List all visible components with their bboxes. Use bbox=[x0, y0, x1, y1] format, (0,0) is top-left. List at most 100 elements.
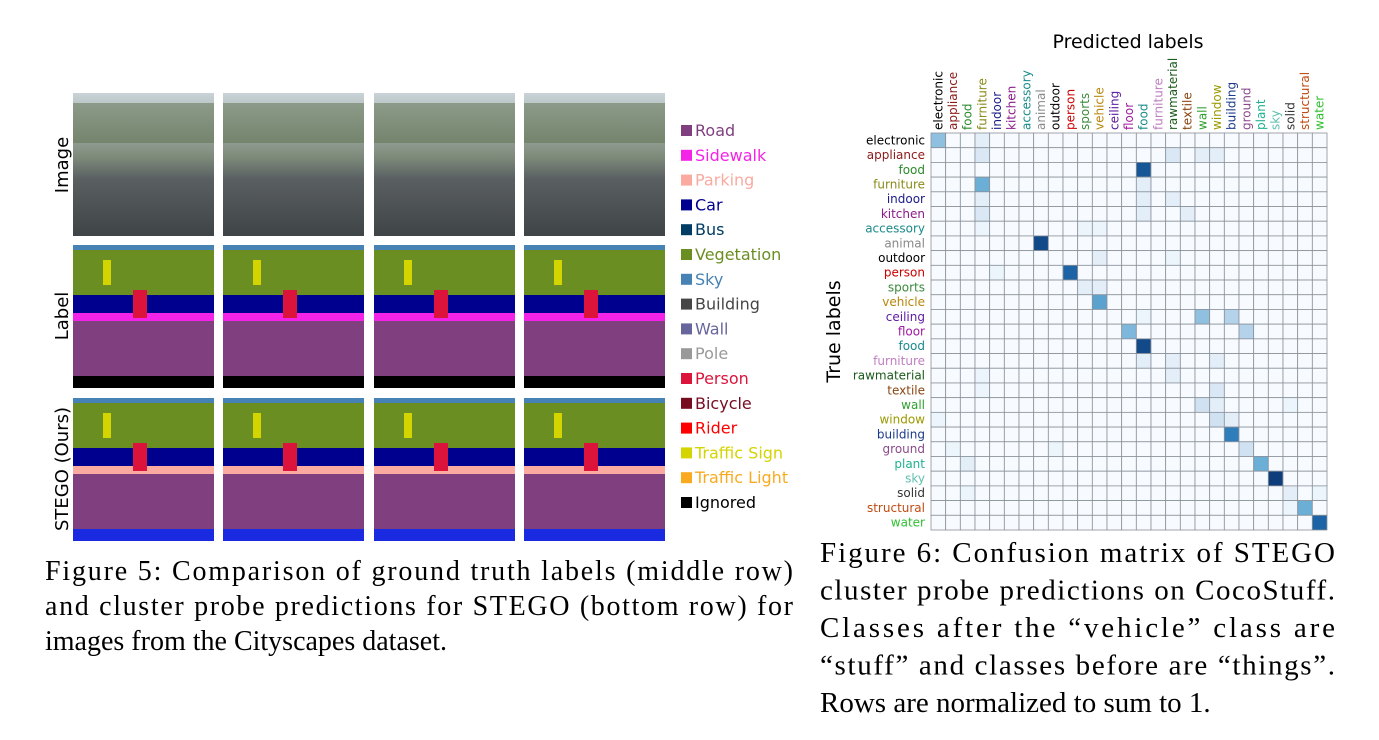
cell bbox=[1282, 485, 1299, 501]
y-tick-label: textile bbox=[887, 383, 925, 397]
cell bbox=[1311, 426, 1328, 443]
cell bbox=[1062, 353, 1079, 369]
cell bbox=[1047, 132, 1064, 149]
cell bbox=[1253, 485, 1269, 501]
cell bbox=[1077, 514, 1093, 531]
cell bbox=[1253, 500, 1269, 516]
cell bbox=[1223, 426, 1240, 443]
cell bbox=[974, 132, 991, 149]
cell bbox=[974, 176, 991, 193]
cell bbox=[1077, 206, 1093, 222]
cell bbox=[1106, 162, 1123, 178]
cell bbox=[1223, 220, 1240, 237]
cell bbox=[959, 309, 976, 325]
cell bbox=[1121, 411, 1137, 428]
cell bbox=[1106, 426, 1123, 443]
cell bbox=[1003, 264, 1020, 281]
cell bbox=[1267, 309, 1284, 325]
cell bbox=[930, 411, 947, 428]
cell bbox=[1209, 279, 1225, 296]
cell bbox=[1282, 441, 1299, 457]
cell bbox=[1179, 235, 1196, 252]
y-tick-label: wall bbox=[901, 398, 925, 412]
cell bbox=[959, 338, 976, 354]
caption-line: Figure 6: Confusion matrix of STEGO bbox=[820, 537, 1335, 569]
cell bbox=[945, 250, 961, 266]
cell bbox=[1077, 162, 1093, 178]
cell bbox=[1135, 470, 1152, 487]
cell bbox=[1062, 367, 1079, 384]
cell bbox=[1077, 191, 1093, 207]
cell bbox=[989, 514, 1005, 531]
legend-swatch bbox=[681, 224, 692, 236]
cell bbox=[1282, 132, 1299, 149]
x-tick-label: vehicle bbox=[1093, 87, 1107, 130]
cell bbox=[1033, 485, 1049, 501]
cell bbox=[959, 426, 976, 443]
cell bbox=[1106, 235, 1123, 252]
cell bbox=[1297, 309, 1313, 325]
cell bbox=[1121, 338, 1137, 354]
figure-5: Image Label STEGO (Ours) Road Sidewalk Parkin… bbox=[45, 121, 794, 657]
cell bbox=[1194, 382, 1211, 399]
cell bbox=[1047, 162, 1064, 178]
cell bbox=[1311, 353, 1328, 369]
cell bbox=[1267, 323, 1284, 340]
cell bbox=[1121, 206, 1137, 222]
cell bbox=[1311, 470, 1328, 487]
cell bbox=[1311, 191, 1328, 207]
cell bbox=[1209, 264, 1225, 281]
cell bbox=[1165, 470, 1181, 487]
x-tick-label: ceiling bbox=[1107, 91, 1121, 130]
cell bbox=[1238, 353, 1255, 369]
cell bbox=[1033, 353, 1049, 369]
cell bbox=[1194, 220, 1211, 237]
cell bbox=[930, 309, 947, 325]
x-tick-label: plant bbox=[1254, 99, 1268, 130]
cell bbox=[1311, 132, 1328, 149]
photo-tree bbox=[374, 103, 515, 143]
cell bbox=[1018, 397, 1035, 413]
cell bbox=[1135, 500, 1152, 516]
cell bbox=[1179, 367, 1196, 384]
legend-swatch bbox=[681, 472, 692, 484]
cell bbox=[930, 441, 947, 457]
image-grid bbox=[73, 93, 665, 541]
cell bbox=[1282, 147, 1299, 163]
cell bbox=[1091, 338, 1108, 354]
cell bbox=[1033, 191, 1049, 207]
cell bbox=[1267, 500, 1284, 516]
cell bbox=[1150, 338, 1167, 354]
cell bbox=[1282, 353, 1299, 369]
cell bbox=[1209, 191, 1225, 207]
cell bbox=[1238, 411, 1255, 428]
legend-label: Person bbox=[695, 369, 749, 388]
cell bbox=[989, 338, 1005, 354]
cell bbox=[1047, 176, 1064, 193]
cell bbox=[1003, 500, 1020, 516]
cell bbox=[1297, 382, 1313, 399]
cell bbox=[1267, 191, 1284, 207]
cell bbox=[1106, 456, 1123, 472]
cell bbox=[1165, 353, 1181, 369]
cell bbox=[1282, 514, 1299, 531]
cell bbox=[1282, 176, 1299, 193]
cell bbox=[1018, 382, 1035, 399]
cell bbox=[945, 441, 961, 457]
cell bbox=[1209, 132, 1225, 149]
cell bbox=[989, 353, 1005, 369]
cell bbox=[1165, 264, 1181, 281]
cell bbox=[974, 235, 991, 252]
cell bbox=[1311, 323, 1328, 340]
cell bbox=[945, 206, 961, 222]
cell bbox=[1003, 338, 1020, 354]
cell bbox=[1091, 147, 1108, 163]
cell bbox=[1018, 456, 1035, 472]
cell bbox=[1253, 220, 1269, 237]
cell bbox=[1209, 338, 1225, 354]
cell bbox=[1253, 309, 1269, 325]
cell bbox=[1267, 353, 1284, 369]
cell bbox=[1121, 309, 1137, 325]
cell bbox=[1311, 411, 1328, 428]
cell bbox=[1121, 264, 1137, 281]
